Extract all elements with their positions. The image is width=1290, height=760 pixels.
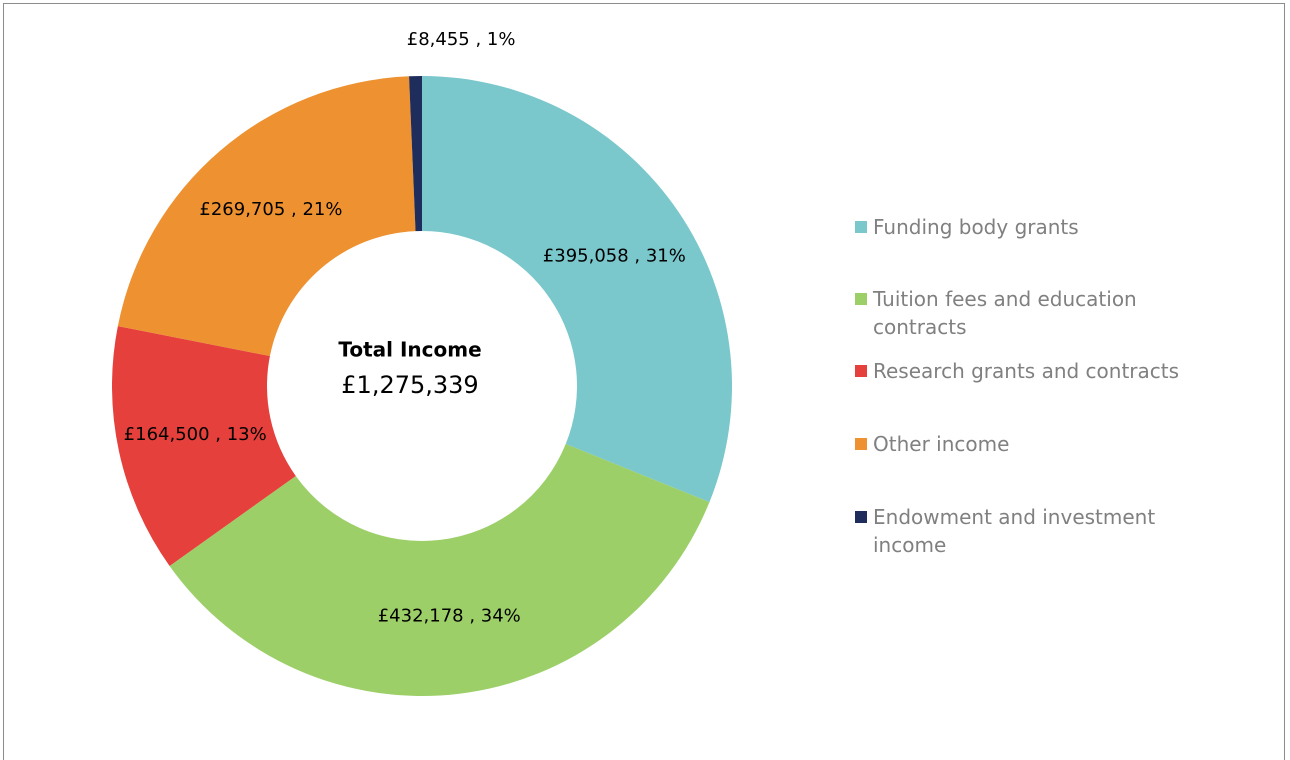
- data-label: £164,500 , 13%: [124, 424, 267, 445]
- donut-slice: [422, 76, 732, 503]
- donut-slice: [111, 326, 296, 566]
- legend-swatch: [855, 221, 867, 233]
- legend-item: Other income: [855, 430, 1215, 458]
- legend-item: Funding body grants: [855, 213, 1215, 241]
- center-title: Total Income: [338, 338, 481, 362]
- data-label: £432,178 , 34%: [378, 605, 521, 626]
- data-label: £395,058 , 31%: [543, 245, 686, 266]
- legend-label: Funding body grants: [873, 215, 1079, 239]
- legend-item: Research grants and contracts: [855, 357, 1215, 385]
- legend-label: Endowment and investment income: [873, 505, 1156, 557]
- center-value: £1,275,339: [341, 371, 478, 399]
- donut-slice: [169, 444, 710, 696]
- legend-label: Other income: [873, 432, 1010, 456]
- legend-swatch: [855, 293, 867, 305]
- legend-label: Research grants and contracts: [873, 359, 1180, 383]
- legend-label: Tuition fees and education contracts: [873, 287, 1137, 339]
- donut-slice: [117, 76, 416, 357]
- legend-item: Endowment and investment income: [855, 503, 1215, 559]
- donut-slice: [409, 76, 422, 232]
- legend-swatch: [855, 365, 867, 377]
- data-label: £269,705 , 21%: [199, 199, 342, 220]
- legend-swatch: [855, 438, 867, 450]
- data-label: £8,455 , 1%: [407, 29, 516, 50]
- legend-swatch: [855, 511, 867, 523]
- legend-item: Tuition fees and education contracts: [855, 285, 1215, 341]
- frame: [3, 3, 1285, 760]
